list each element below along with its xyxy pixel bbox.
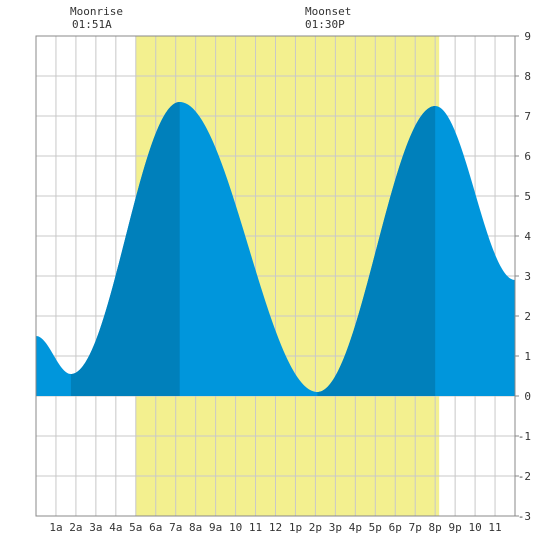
tide-area [36,102,515,396]
x-tick-label: 2p [309,521,322,534]
moonset-time: 01:30P [305,18,345,31]
moonrise-label: Moonrise [70,5,123,18]
x-tick-label: 6p [389,521,402,534]
y-tick-label: 1 [524,350,531,363]
x-tick-label: 5a [129,521,142,534]
x-tick-label: 8a [189,521,202,534]
moonset-label: Moonset [305,5,352,18]
y-tick-label: 7 [524,110,531,123]
tide-area-dark [70,102,180,396]
y-axis-ticks: -3 -2 -1 0 1 2 3 4 5 6 7 8 9 [515,30,531,523]
x-tick-label: 6a [149,521,162,534]
x-tick-label: 5p [369,521,382,534]
x-tick-label: 7p [409,521,422,534]
tide-area-dark [317,106,436,396]
x-tick-label: 12 [269,521,282,534]
y-tick-label: 4 [524,230,531,243]
y-tick-label: -1 [518,430,531,443]
y-tick-label: 6 [524,150,531,163]
x-tick-label: 1p [289,521,302,534]
moonrise-time: 01:51A [72,18,112,31]
y-tick-label: 3 [524,270,531,283]
y-tick-label: 9 [524,30,531,43]
x-tick-label: 10 [468,521,481,534]
y-tick-label: -3 [518,510,531,523]
y-tick-label: 0 [524,390,531,403]
x-tick-label: 3p [329,521,342,534]
x-tick-label: 9p [449,521,462,534]
y-tick-label: -2 [518,470,531,483]
x-tick-label: 1a [49,521,62,534]
x-tick-label: 4p [349,521,362,534]
y-tick-label: 2 [524,310,531,323]
x-tick-label: 4a [109,521,122,534]
x-tick-label: 11 [488,521,501,534]
x-axis-ticks: 1a 2a 3a 4a 5a 6a 7a 8a 9a 10 11 12 1p 2p 3p 4p 5p 6p 7p 8p… [49,521,501,534]
x-tick-label: 10 [229,521,242,534]
x-tick-label: 8p [429,521,442,534]
x-tick-label: 3a [89,521,102,534]
x-tick-label: 9a [209,521,222,534]
x-tick-label: 11 [249,521,262,534]
y-tick-label: 8 [524,70,531,83]
y-tick-label: 5 [524,190,531,203]
x-tick-label: 7a [169,521,182,534]
x-tick-label: 2a [69,521,82,534]
